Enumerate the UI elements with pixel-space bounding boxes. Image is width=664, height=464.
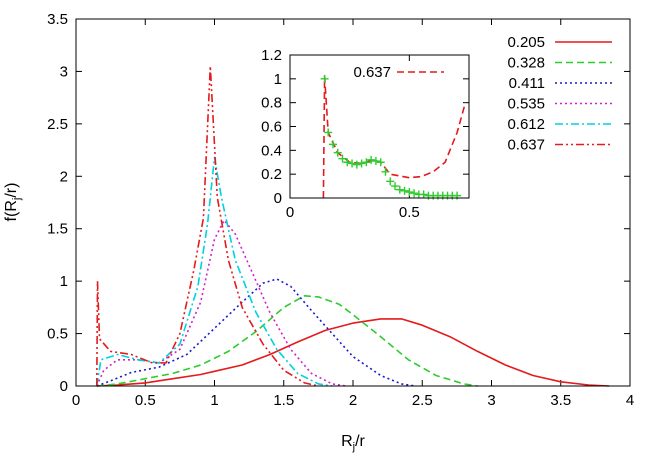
main-legend-label: 0.612	[507, 116, 545, 133]
inset-marker	[357, 159, 366, 168]
inset-marker	[367, 155, 376, 164]
inset-plot: 0 0.5 0 0.2 0.4 0.6 0.8 1 1.2 0.637	[261, 47, 470, 221]
y-axis-label: f(Rj/r)	[3, 183, 23, 222]
main-xtick-label: 4	[626, 392, 634, 409]
inset-marker	[410, 189, 419, 198]
inset-marker	[348, 159, 357, 168]
main-series-line	[96, 219, 347, 387]
inset-ytick-label: 0.4	[261, 142, 282, 159]
inset-marker	[343, 158, 352, 167]
inset-legend-label: 0.637	[353, 64, 391, 81]
inset-marker	[320, 74, 329, 83]
main-legend-label: 0.328	[507, 55, 545, 72]
main-series-line	[96, 278, 416, 387]
inset-ytick-label: 0.6	[261, 119, 282, 136]
inset-marker	[391, 182, 400, 191]
main-series-line	[96, 295, 478, 387]
inset-marker	[338, 154, 347, 163]
inset-ytick-label: 1.2	[261, 47, 282, 64]
main-legend-label: 0.205	[507, 34, 545, 51]
inset-ytick-label: 0.2	[261, 166, 282, 183]
main-series-line	[96, 318, 610, 387]
main-ytick-label: 1	[60, 273, 68, 290]
inset-xtick-label: 0	[286, 204, 294, 221]
inset-background	[290, 55, 469, 198]
x-axis-label: Rj/r	[341, 433, 365, 453]
main-series-line	[96, 156, 333, 387]
main-ytick-label: 0	[60, 378, 68, 395]
main-xtick-label: 0	[72, 392, 80, 409]
inset-marker	[352, 160, 361, 169]
inset-marker	[328, 140, 337, 149]
inset-marker	[371, 157, 380, 166]
inset-frame	[289, 54, 470, 199]
main-legend-label: 0.637	[507, 137, 545, 154]
main-legend-label: 0.535	[507, 96, 545, 113]
main-xtick-label: 2.5	[412, 392, 433, 409]
main-plot: 0 0.5 1 1.5 2 2.5 3 3.5 4 0 0.5 1 1.5 2 2.5 3 3.5 0.205 0.…	[47, 11, 634, 409]
main-ytick-label: 2.5	[47, 116, 68, 133]
main-xtick-label: 3.5	[550, 392, 571, 409]
inset-marker	[376, 158, 385, 167]
main-ytick-label: 0.5	[47, 326, 68, 343]
main-frame	[75, 18, 631, 387]
inset-xtick-label: 0.5	[399, 204, 420, 221]
inset-marker	[333, 148, 342, 157]
inset-ytick-label: 1	[274, 71, 282, 88]
main-ytick-label: 1.5	[47, 221, 68, 238]
main-ytick-label: 3.5	[47, 11, 68, 28]
main-legend-label: 0.411	[509, 75, 545, 92]
inset-marker	[419, 190, 428, 199]
main-xtick-label: 1.5	[273, 392, 294, 409]
inset-marker	[362, 158, 371, 167]
main-xtick-label: 3	[487, 392, 495, 409]
main-xtick-label: 0.5	[135, 392, 156, 409]
inset-marker	[386, 177, 395, 186]
inset-marker	[400, 186, 409, 195]
main-xtick-label: 2	[349, 392, 357, 409]
inset-marker	[405, 188, 414, 197]
main-xtick-label: 1	[210, 392, 218, 409]
main-ytick-label: 3	[60, 63, 68, 80]
inset-marker	[381, 167, 390, 176]
inset-ytick-label: 0	[274, 190, 282, 207]
main-ytick-label: 2	[60, 168, 68, 185]
main-series-line	[96, 65, 319, 387]
inset-marker	[324, 128, 333, 137]
inset-marker	[395, 185, 404, 194]
inset-ytick-label: 0.8	[261, 95, 282, 112]
